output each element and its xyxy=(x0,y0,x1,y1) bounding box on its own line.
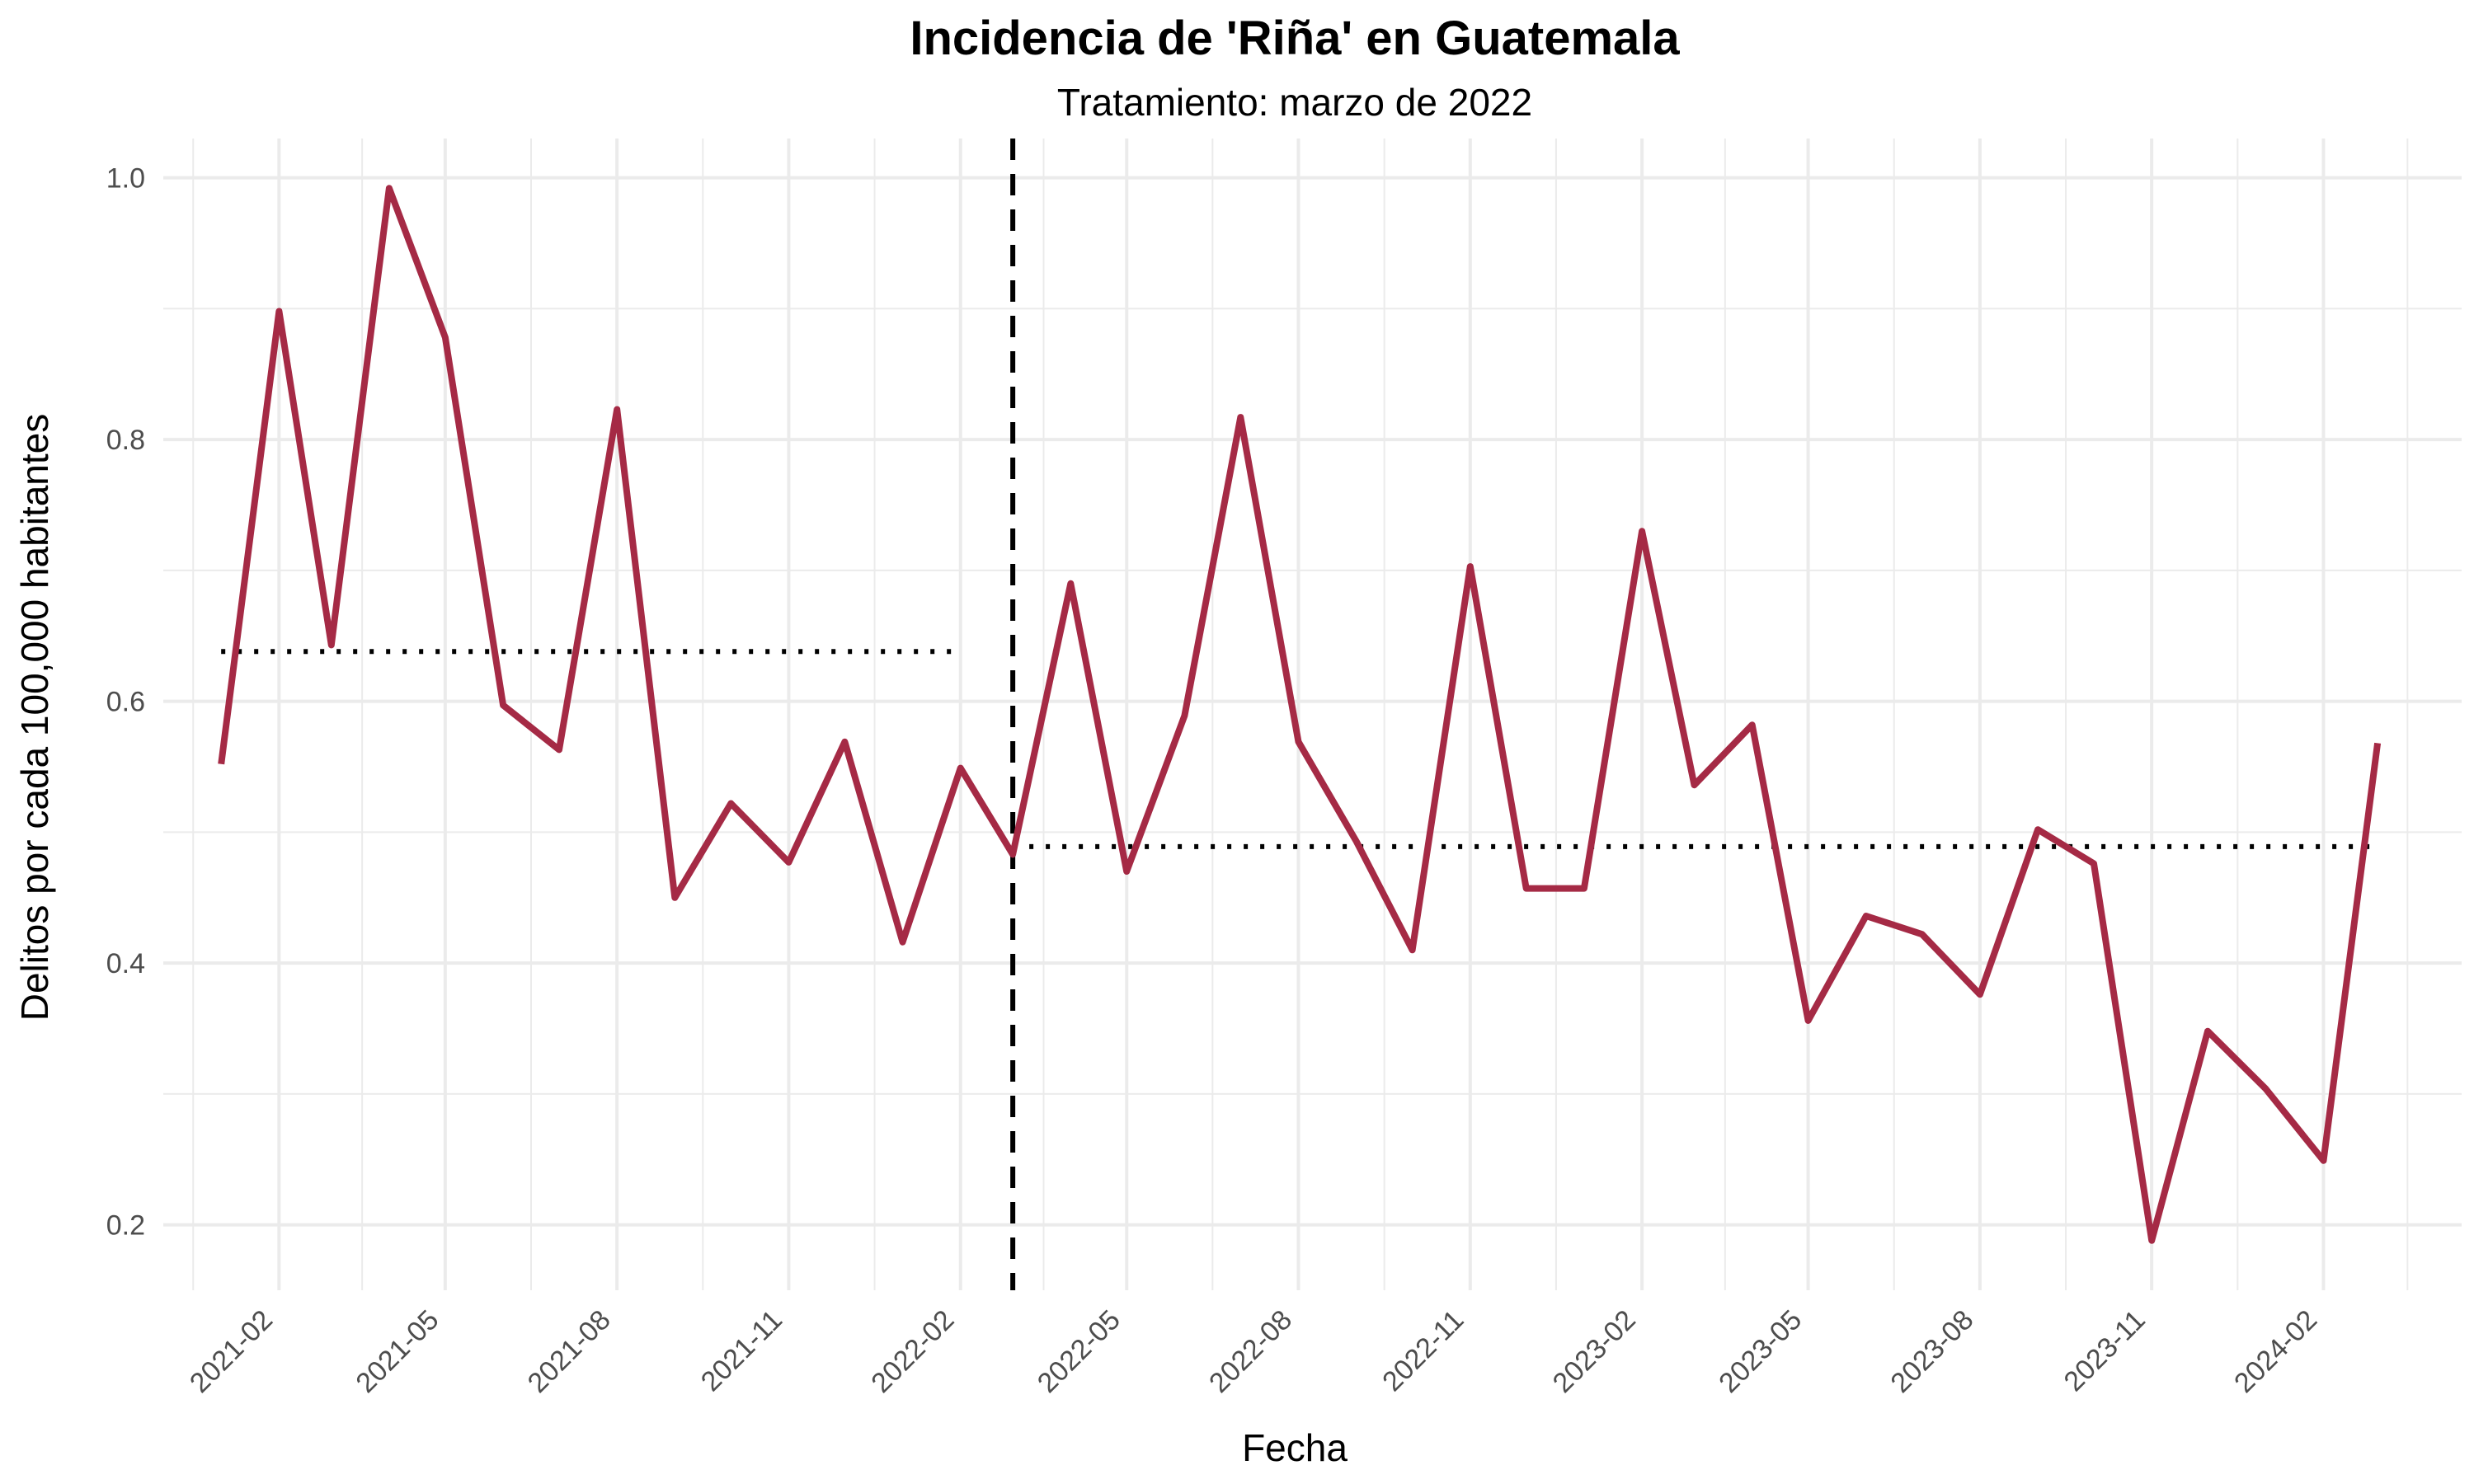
y-tick-label: 0.4 xyxy=(106,948,145,979)
minor-gridlines xyxy=(163,139,2462,1290)
y-tick-label: 0.2 xyxy=(106,1210,145,1242)
series-layer xyxy=(218,185,2382,1244)
reference-lines xyxy=(221,139,2378,1290)
y-axis-title: Delitos por cada 100,000 habitantes xyxy=(13,414,56,1021)
series-line xyxy=(218,185,2382,1244)
chart-title: Incidencia de 'Riña' en Guatemala xyxy=(910,12,1680,65)
chart-subtitle: Tratamiento: marzo de 2022 xyxy=(1057,81,1532,124)
y-tick-label: 0.8 xyxy=(106,425,145,456)
y-tick-label: 0.6 xyxy=(106,687,145,718)
major-gridlines xyxy=(163,139,2462,1290)
y-tick-label: 1.0 xyxy=(106,163,145,195)
y-axis: 0.2 0.4 0.6 0.8 1.0 xyxy=(106,163,145,1242)
x-axis-title: Fecha xyxy=(1242,1426,1348,1469)
